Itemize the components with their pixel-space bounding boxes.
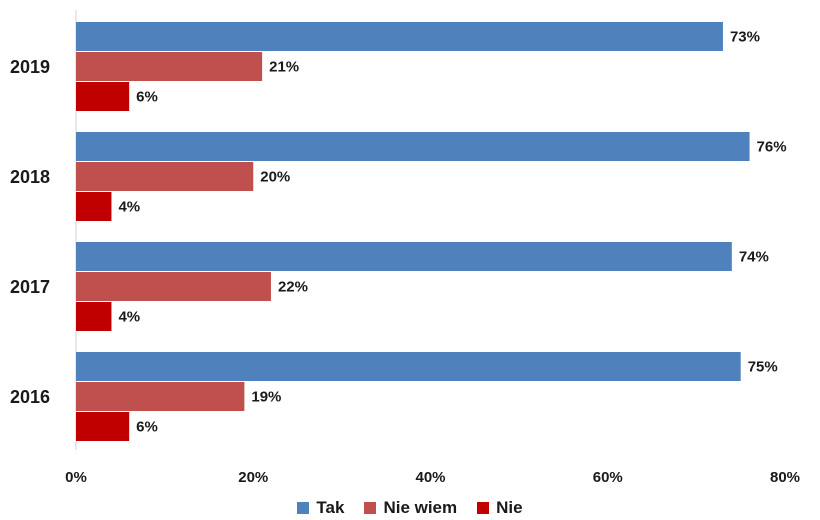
- bar-tak-2016: [76, 352, 741, 381]
- legend-label-tak: Tak: [316, 498, 345, 517]
- x-tick-label: 80%: [770, 469, 800, 486]
- data-label-nie-wiem-2018: 20%: [260, 169, 290, 186]
- bar-nie-wiem-2019: [76, 52, 263, 81]
- bar-nie-2016: [76, 412, 130, 441]
- category-label-2019: 2019: [10, 57, 50, 77]
- bar-tak-2018: [76, 132, 750, 161]
- legend-item-nie: Nie: [477, 498, 523, 518]
- legend-swatch-nie-wiem: [364, 502, 377, 514]
- x-tick-label: 20%: [238, 469, 268, 486]
- data-label-nie-2017: 4%: [118, 309, 140, 326]
- bar-nie-wiem-2016: [76, 382, 245, 411]
- legend-item-tak: Tak: [297, 498, 344, 518]
- data-label-nie-2018: 4%: [118, 199, 140, 216]
- data-label-tak-2019: 73%: [730, 29, 760, 46]
- x-tick-label: 60%: [593, 469, 623, 486]
- legend-label-nie: Nie: [496, 498, 523, 517]
- data-label-nie-wiem-2019: 21%: [269, 59, 299, 76]
- category-label-2016: 2016: [10, 387, 50, 407]
- legend: Tak Nie wiem Nie: [0, 498, 820, 518]
- data-label-nie-2016: 6%: [136, 419, 158, 436]
- legend-swatch-tak: [297, 502, 310, 514]
- data-label-tak-2017: 74%: [739, 249, 769, 266]
- legend-label-nie-wiem: Nie wiem: [383, 498, 458, 517]
- data-label-nie-wiem-2016: 19%: [251, 389, 281, 406]
- x-tick-label: 0%: [65, 469, 87, 486]
- category-label-2017: 2017: [10, 277, 50, 297]
- legend-item-nie-wiem: Nie wiem: [364, 498, 457, 518]
- bar-nie-2018: [76, 192, 112, 221]
- bar-tak-2019: [76, 22, 723, 51]
- data-label-nie-2019: 6%: [136, 89, 158, 106]
- bar-nie-2019: [76, 82, 130, 111]
- x-tick-label: 40%: [415, 469, 445, 486]
- bar-nie-wiem-2017: [76, 272, 271, 301]
- data-label-nie-wiem-2017: 22%: [278, 279, 308, 296]
- bar-nie-2017: [76, 302, 112, 331]
- bar-nie-wiem-2018: [76, 162, 254, 191]
- data-label-tak-2016: 75%: [748, 359, 778, 376]
- legend-swatch-nie: [477, 502, 490, 514]
- data-label-tak-2018: 76%: [757, 139, 787, 156]
- category-label-2018: 2018: [10, 167, 50, 187]
- bar-tak-2017: [76, 242, 732, 271]
